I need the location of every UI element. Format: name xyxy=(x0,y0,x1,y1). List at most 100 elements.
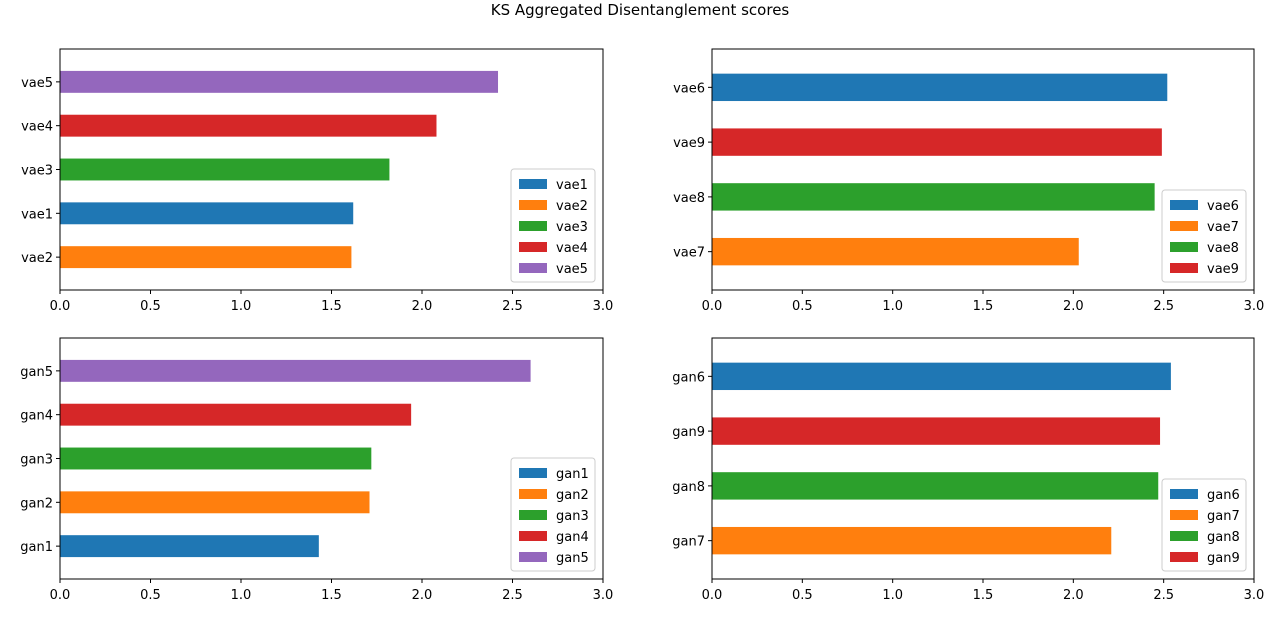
xtick-label: 0.5 xyxy=(140,299,161,314)
ytick-label-gan8: gan8 xyxy=(672,480,705,495)
bar-vae5 xyxy=(60,70,499,93)
ytick-label-vae8: vae8 xyxy=(673,191,705,206)
ytick-label-vae7: vae7 xyxy=(673,246,705,261)
legend-swatch-gan3 xyxy=(519,510,547,520)
legend-label-vae8: vae8 xyxy=(1207,241,1239,256)
legend-label-vae3: vae3 xyxy=(556,220,588,235)
bar-vae8 xyxy=(712,183,1155,211)
xtick-label: 2.5 xyxy=(1153,299,1174,314)
subplot-4: gan7 gan8 gan9 gan6 0.0 0.5 1.0 1.5 2.0 2.5 3.0 gan… xyxy=(672,337,1265,603)
legend-label-vae5: vae5 xyxy=(556,262,588,277)
legend-box xyxy=(1161,478,1247,572)
subplot-1: vae2 vae1 vae3 vae4 vae5 0.0 0.5 1.0 1.5 2.0 2.5 3.… xyxy=(21,48,614,314)
legend-label-vae9: vae9 xyxy=(1207,262,1239,277)
legend-swatch-vae6 xyxy=(1170,200,1198,210)
bar-gan9 xyxy=(712,417,1161,445)
ytick-label-vae2: vae2 xyxy=(21,251,53,266)
xtick-label: 0.0 xyxy=(50,299,71,314)
bar-gan1 xyxy=(60,535,319,558)
legend-swatch-gan9 xyxy=(1170,552,1198,562)
xtick-label: 1.0 xyxy=(231,588,252,603)
legend-label-vae7: vae7 xyxy=(1207,220,1239,235)
legend-swatch-vae1 xyxy=(519,179,547,189)
legend: vae6 vae7 vae8 vae9 xyxy=(1161,189,1247,283)
bar-vae4 xyxy=(60,114,437,137)
xtick-label: 2.0 xyxy=(412,588,433,603)
xtick-label: 3.0 xyxy=(1244,588,1265,603)
legend-swatch-gan1 xyxy=(519,468,547,478)
legend-label-gan1: gan1 xyxy=(556,467,589,482)
legend-swatch-gan5 xyxy=(519,552,547,562)
xtick-label: 3.0 xyxy=(593,299,614,314)
legend-swatch-vae2 xyxy=(519,200,547,210)
xtick-label: 0.5 xyxy=(140,588,161,603)
xtick-label: 1.5 xyxy=(973,299,994,314)
xtick-label: 0.5 xyxy=(792,299,813,314)
xtick-label: 2.5 xyxy=(502,588,523,603)
legend-label-vae6: vae6 xyxy=(1207,199,1239,214)
bar-gan7 xyxy=(712,526,1112,555)
bar-gan6 xyxy=(712,362,1171,391)
xtick-label: 0.0 xyxy=(702,588,723,603)
legend-label-gan4: gan4 xyxy=(556,530,589,545)
legend-swatch-gan8 xyxy=(1170,531,1198,541)
bar-vae6 xyxy=(712,73,1168,102)
legend-swatch-gan7 xyxy=(1170,510,1198,520)
bar-vae9 xyxy=(712,128,1162,156)
xtick-label: 1.5 xyxy=(973,588,994,603)
xtick-label: 3.0 xyxy=(1244,299,1265,314)
legend-label-gan8: gan8 xyxy=(1207,530,1240,545)
ytick-label-vae9: vae9 xyxy=(673,136,705,151)
ytick-label-gan3: gan3 xyxy=(20,453,53,468)
legend-box xyxy=(1161,189,1247,283)
legend-label-gan2: gan2 xyxy=(556,488,589,503)
bar-gan4 xyxy=(60,403,412,426)
ytick-label-vae4: vae4 xyxy=(21,120,53,135)
legend-box xyxy=(510,168,596,283)
legend-box xyxy=(510,457,596,572)
legend-swatch-gan2 xyxy=(519,489,547,499)
bar-gan2 xyxy=(60,491,370,514)
xtick-label: 2.5 xyxy=(502,299,523,314)
xtick-label: 2.0 xyxy=(1063,299,1084,314)
xtick-label: 1.0 xyxy=(882,299,903,314)
ytick-label-gan2: gan2 xyxy=(20,496,53,511)
xtick-label: 1.0 xyxy=(882,588,903,603)
ytick-label-gan9: gan9 xyxy=(672,425,705,440)
legend: vae1 vae2 vae3 vae4 vae5 xyxy=(510,168,596,283)
ytick-label-vae6: vae6 xyxy=(673,81,705,96)
legend-swatch-vae8 xyxy=(1170,242,1198,252)
bar-vae1 xyxy=(60,202,354,225)
legend: gan6 gan7 gan8 gan9 xyxy=(1161,478,1247,572)
legend-label-gan7: gan7 xyxy=(1207,509,1240,524)
legend-swatch-vae5 xyxy=(519,263,547,273)
figure-title: KS Aggregated Disentanglement scores xyxy=(490,1,790,19)
ytick-label-gan5: gan5 xyxy=(20,365,53,380)
xtick-label: 2.5 xyxy=(1153,588,1174,603)
subplot-3: gan1 gan2 gan3 gan4 gan5 0.0 0.5 1.0 1.5 2.0 2.5 3.… xyxy=(20,337,614,603)
bar-gan8 xyxy=(712,472,1159,500)
subplot-2: vae7 vae8 vae9 vae6 0.0 0.5 1.0 1.5 2.0 2.5 3.0 vae… xyxy=(673,48,1265,314)
xtick-label: 1.0 xyxy=(231,299,252,314)
legend-swatch-vae9 xyxy=(1170,263,1198,273)
xtick-label: 2.0 xyxy=(1063,588,1084,603)
ytick-label-vae1: vae1 xyxy=(21,207,53,222)
bar-vae2 xyxy=(60,246,352,269)
ytick-label-gan4: gan4 xyxy=(20,409,53,424)
legend-swatch-vae3 xyxy=(519,221,547,231)
ytick-label-gan1: gan1 xyxy=(20,540,53,555)
xtick-label: 0.5 xyxy=(792,588,813,603)
legend-swatch-gan6 xyxy=(1170,489,1198,499)
ytick-label-gan7: gan7 xyxy=(672,535,705,550)
legend-label-gan6: gan6 xyxy=(1207,488,1240,503)
legend-label-vae2: vae2 xyxy=(556,199,588,214)
ytick-label-vae3: vae3 xyxy=(21,164,53,179)
xtick-label: 3.0 xyxy=(593,588,614,603)
legend-label-vae1: vae1 xyxy=(556,178,588,193)
bar-vae3 xyxy=(60,158,390,181)
xtick-label: 2.0 xyxy=(412,299,433,314)
legend-label-gan5: gan5 xyxy=(556,551,589,566)
legend-label-gan9: gan9 xyxy=(1207,551,1240,566)
